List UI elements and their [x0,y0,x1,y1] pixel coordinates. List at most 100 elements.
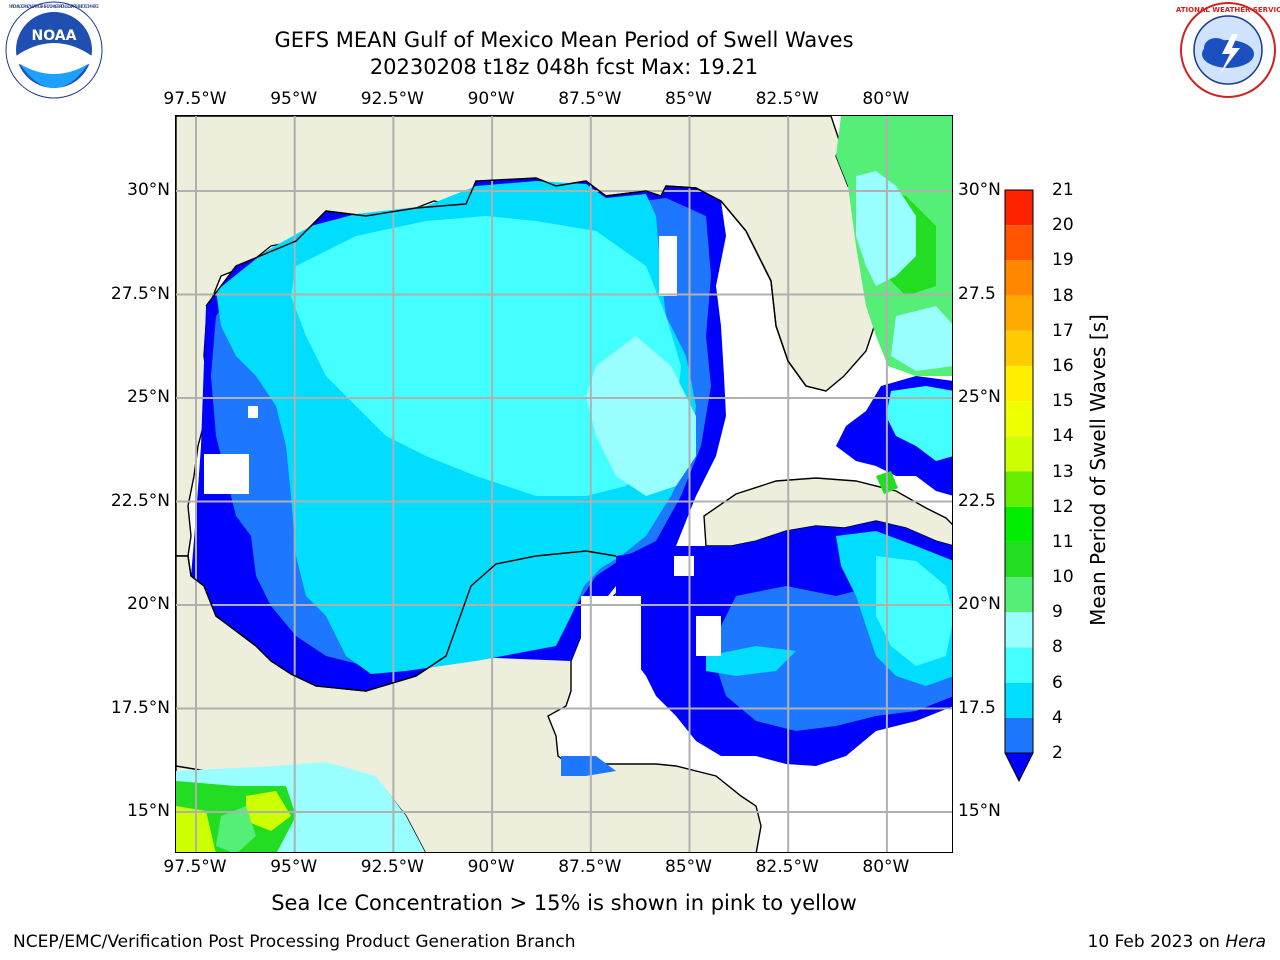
colorbar-tick-label: 14 [1052,426,1074,447]
lon-label: 82.5°W [755,857,819,877]
lon-label: 90°W [467,857,515,877]
lat-label-right: 30°N [958,180,1001,200]
field-belize-patch [561,756,616,776]
colorbar-tick-label: 19 [1052,250,1074,271]
lon-label: 87.5°W [558,857,622,877]
lon-label: 85°W [665,857,712,877]
map-grid [176,116,952,852]
lat-label-right: 25°N [958,387,1001,407]
field-gap-2 [248,406,258,418]
sea-ice-note: Sea Ice Concentration > 15% is shown in … [271,891,857,915]
colorbar-cell [1005,190,1033,226]
lon-label: 95°W [270,89,318,109]
field-gap-3 [659,236,677,296]
lat-label-right: 17.5 [958,697,996,718]
colorbar-title: Mean Period of Swell Waves [s] [1086,314,1110,626]
credit-branch: NCEP/EMC/Verification Post Processing Pr… [13,932,576,952]
colorbar-cell [1005,330,1033,366]
credit-host: Hera [1225,932,1266,952]
lon-label: 80°W [862,857,910,877]
noaa-logo: NOAA NATIONAL OCEANIC AND ATMOSPHERIC AD… [5,1,103,99]
colorbar-cell [1005,682,1033,718]
credit-date: 10 Feb 2023 on Hera [1087,932,1266,952]
colorbar-tick-label: 13 [1052,461,1074,482]
lon-label: 90°W [467,89,515,109]
field-carib-aqua [876,556,952,666]
field-gulf-aqua [291,216,681,496]
colorbar-tick-label: 18 [1052,285,1074,306]
colorbar-cell [1005,506,1033,542]
colorbar-cell [1005,225,1033,261]
field-pacific-lightgreen [216,806,256,852]
field-gap-1 [204,454,249,494]
lon-label: 85°W [665,89,712,109]
lat-label-right: 22.5 [958,490,996,511]
colorbar-extend-min [1004,752,1034,783]
colorbar-tick-label: 11 [1052,531,1074,552]
lat-label-left: 22.5°N [110,490,170,511]
lon-label: 92.5°W [360,857,424,877]
colorbar-cell [1005,577,1033,613]
colorbar-cell [1005,295,1033,331]
colorbar-cell [1005,541,1033,578]
lon-label: 92.5°W [360,89,424,109]
colorbar [1004,189,1034,783]
chart-title: GEFS MEAN Gulf of Mexico Mean Period of … [274,28,854,52]
lat-label-left: 25°N [127,387,170,407]
svg-text:NATIONAL OCEANIC AND ATMOSPHER: NATIONAL OCEANIC AND ATMOSPHERIC ADMINIS… [9,4,99,9]
colorbar-tick-label: 10 [1052,567,1074,588]
colorbar-tick-label: 21 [1052,180,1074,200]
coast-mexico [187,550,617,692]
field-atlantic-lightcyan [891,306,952,371]
colorbar-tick-label: 8 [1052,637,1063,658]
field-bahamas-light [886,386,952,461]
colorbar-cells [1004,189,1034,783]
lat-label-left: 15°N [127,801,170,821]
colorbar-tick-label: 16 [1052,355,1074,376]
lat-label-left: 27.5°N [110,283,170,304]
field-carib-gap-2 [696,616,721,656]
lon-label: 80°W [862,89,910,109]
nws-logo: NATIONAL WEATHER SERVICE [1176,2,1280,98]
colorbar-tick-label: 15 [1052,391,1074,412]
colorbar-cell [1005,260,1033,296]
colorbar-tick-label: 20 [1052,215,1074,236]
colorbar-cell [1005,612,1033,648]
colorbar-cell [1005,647,1033,683]
swell-period-map [176,116,952,852]
colorbar-cell [1005,717,1033,753]
map-panel [175,115,953,853]
svg-text:NOAA: NOAA [32,28,77,44]
swell-field-gulf [191,178,726,691]
lon-label: 97.5°W [163,89,227,109]
coast-gulf-north [205,177,827,392]
colorbar-tick-label: 2 [1052,743,1063,763]
field-gulf-palecyan [586,336,696,496]
lon-label: 87.5°W [558,89,622,109]
coastline [187,177,827,692]
lon-label: 97.5°W [163,857,227,877]
chart-subtitle: 20230208 t18z 048h fcst Max: 19.21 [369,55,759,79]
colorbar-outline [1004,189,1034,754]
field-carib-band [706,646,796,676]
lat-label-right: 20°N [958,594,1001,614]
colorbar-tick-label: 4 [1052,707,1063,728]
colorbar-cell [1005,436,1033,472]
swell-field-atlantic [836,116,952,376]
lat-label-right: 15°N [958,801,1001,821]
lon-label: 82.5°W [755,89,819,109]
swell-field-caribbean [581,521,952,766]
swell-field-pacific [176,762,425,852]
colorbar-tick-label: 17 [1052,320,1074,341]
lat-label-left: 30°N [127,180,170,200]
lat-label-left: 17.5°N [110,697,170,718]
colorbar-tick-label: 9 [1052,602,1063,623]
svg-text:NATIONAL WEATHER SERVICE: NATIONAL WEATHER SERVICE [1176,6,1280,14]
colorbar-cell [1005,365,1033,402]
lat-label-left: 20°N [127,594,170,614]
lon-label: 95°W [270,857,318,877]
colorbar-tick-label: 12 [1052,496,1074,517]
lat-label-right: 27.5 [958,283,996,304]
colorbar-cell [1005,471,1033,507]
colorbar-cell [1005,401,1033,437]
